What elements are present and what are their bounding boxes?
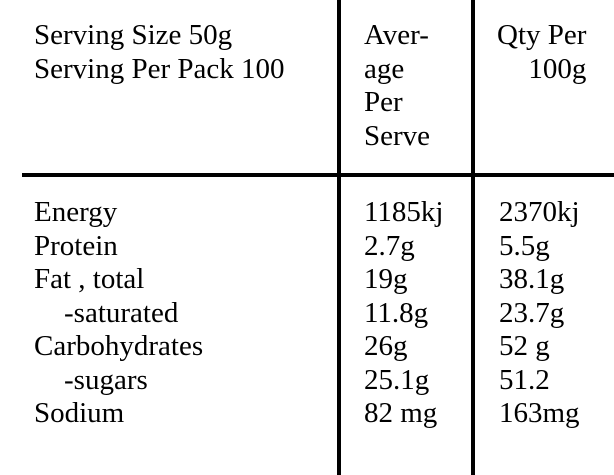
per-100g-value: 51.2 [499, 363, 550, 396]
per-serve-value: 19g [364, 263, 408, 295]
per-serve-value: 25.1g [364, 363, 430, 396]
nutrient-label: Carbohydrates [34, 330, 204, 362]
header-divider [22, 173, 614, 177]
header-line: Aver- [364, 19, 429, 51]
nutrient-label: Energy [34, 196, 118, 228]
serving-per-pack: Serving Per Pack 100 [34, 52, 285, 85]
per-serve-value: 2.7g [364, 229, 415, 262]
nutrient-label: Protein [34, 229, 118, 262]
per-100g-value: 23.7g [499, 296, 565, 329]
nutrient-labels-column: Energy Protein Fat , total -saturated Ca… [34, 196, 203, 431]
header-line: Qty Per [497, 19, 587, 51]
average-per-serve-header: Aver- age Per Serve [364, 19, 430, 153]
per-100g-value: 52 g [499, 330, 550, 362]
qty-per-100g-header: Qty Per 100g [497, 19, 586, 86]
per-serve-value: 1185kj [364, 196, 444, 228]
per-100g-column: 2370kj 5.5g 38.1g 23.7g 52 g 51.2 163mg [499, 196, 580, 431]
per-serve-value: 82 mg [364, 397, 438, 429]
per-100g-value: 2370kj [499, 196, 580, 228]
per-100g-value: 38.1g [499, 263, 565, 295]
per-serve-value: 11.8g [364, 296, 429, 329]
header-line: Per [364, 86, 403, 118]
per-serve-value: 26g [364, 330, 408, 362]
nutrient-label: Sodium [34, 397, 125, 429]
per-100g-value: 163mg [499, 397, 580, 429]
per-100g-value: 5.5g [499, 229, 550, 262]
column-divider-1 [337, 0, 341, 475]
serving-info-header: Serving Size 50g Serving Per Pack 100 [34, 19, 285, 86]
serving-size: Serving Size 50g [34, 19, 233, 51]
header-line: Serve [364, 119, 431, 152]
nutrient-label: Fat , total [34, 263, 145, 295]
header-line: age [364, 52, 405, 85]
nutrient-label: -sugars [64, 363, 148, 396]
header-line: 100g [528, 52, 587, 85]
nutrient-label: -saturated [64, 296, 179, 329]
per-serve-column: 1185kj 2.7g 19g 11.8g 26g 25.1g 82 mg [364, 196, 443, 431]
column-divider-2 [471, 0, 475, 475]
